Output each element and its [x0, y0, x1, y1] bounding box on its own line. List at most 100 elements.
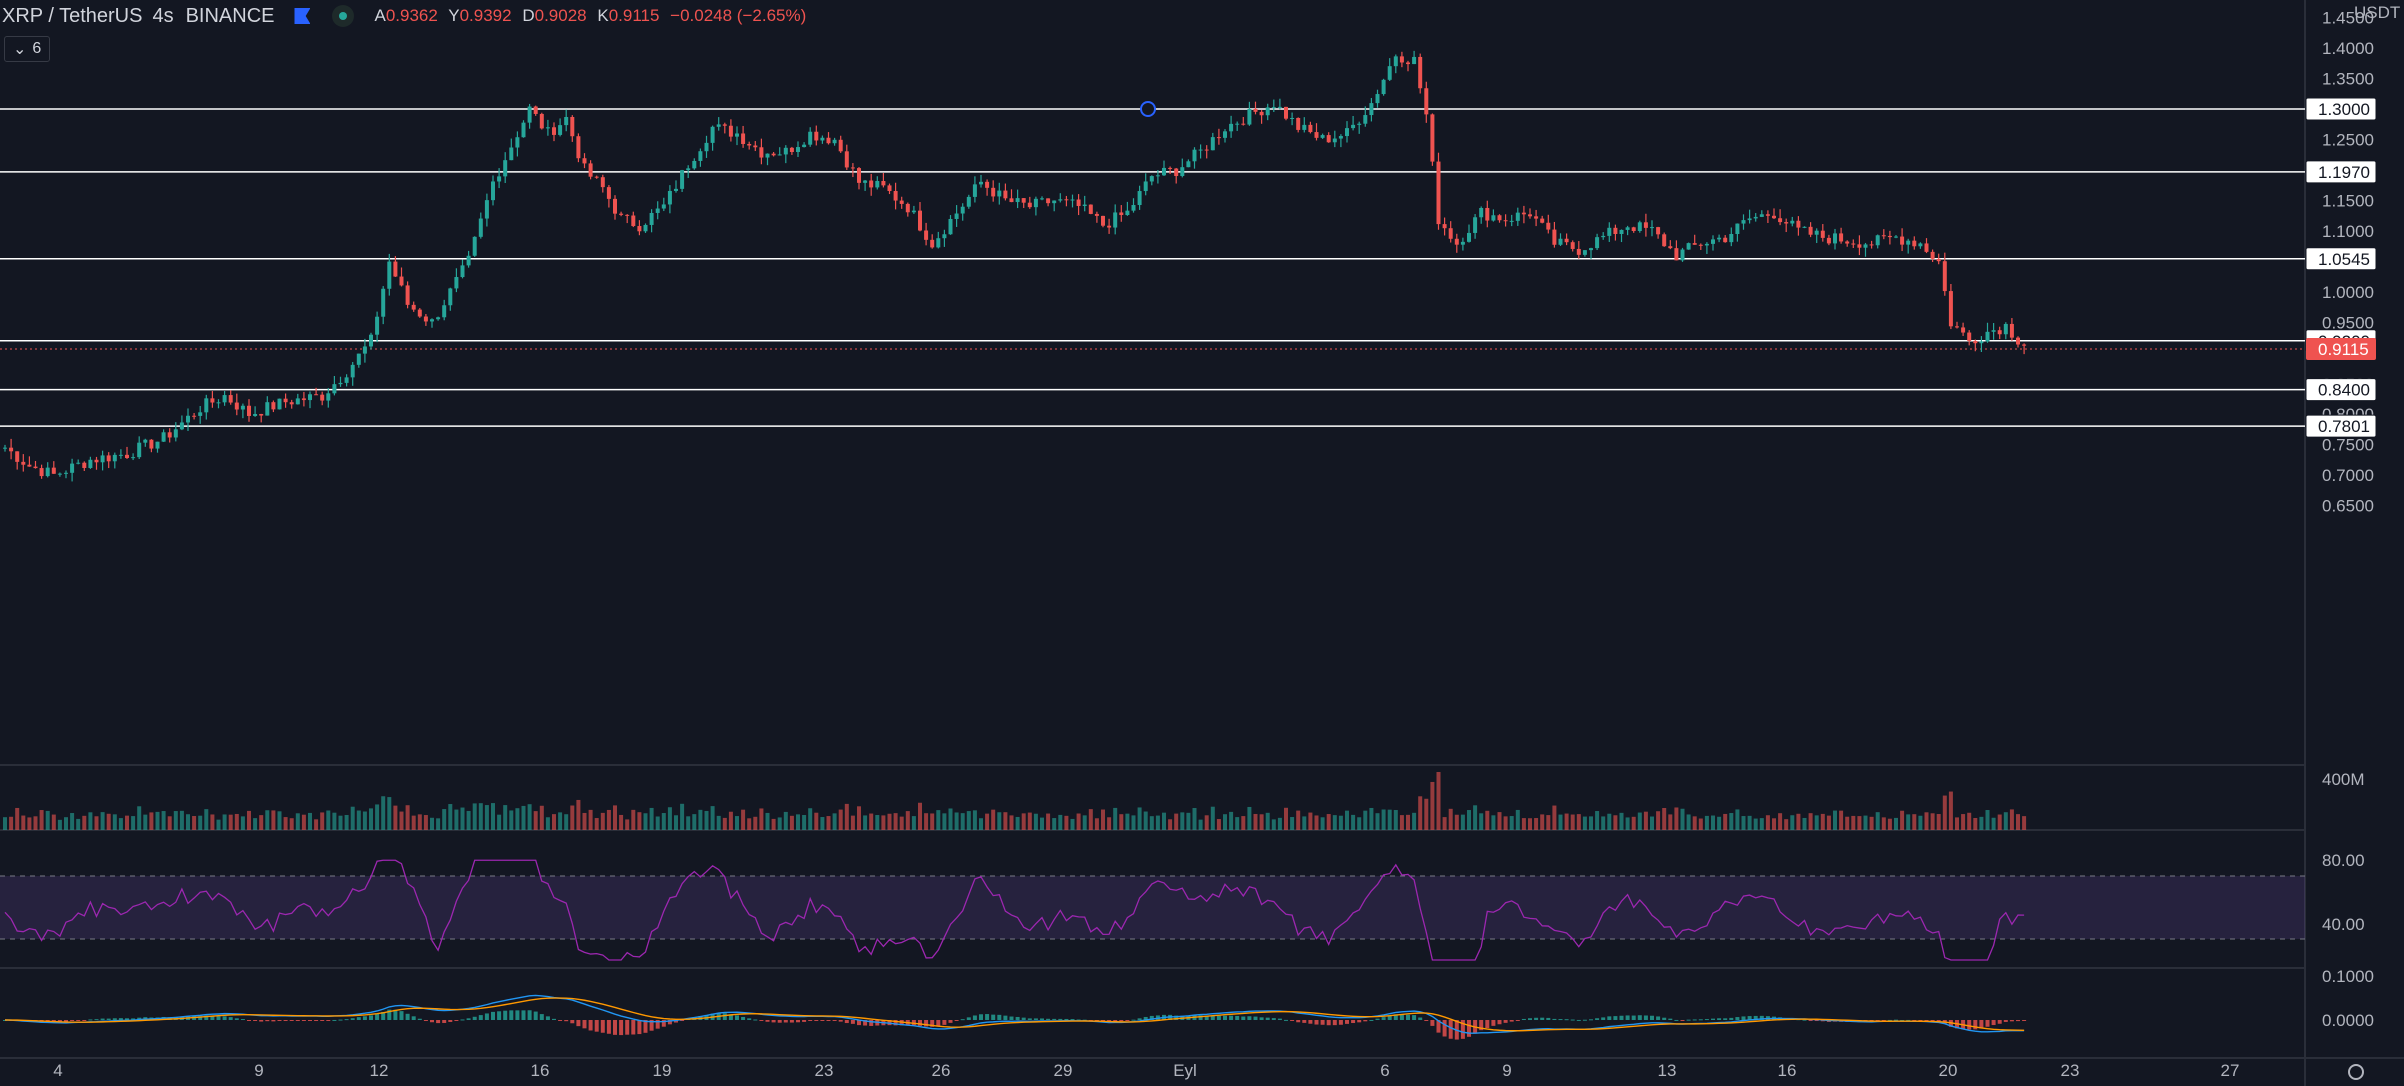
candle [100, 455, 105, 463]
macd-hist-bar [972, 1015, 977, 1020]
volume-bar [1570, 814, 1575, 830]
macd-hist-bar [362, 1016, 367, 1020]
volume-bar [1814, 815, 1819, 830]
macd-hist-bar [1290, 1020, 1295, 1021]
volume-bar [112, 814, 117, 830]
candle [1058, 199, 1063, 201]
volume-bar [832, 813, 837, 830]
candle [399, 276, 404, 286]
candle [1680, 249, 1685, 261]
candle [1509, 220, 1514, 222]
macd-hist-bar [722, 1013, 727, 1020]
interval-label[interactable]: 4s [152, 4, 174, 27]
ohlc-values: A0.9362 Y0.9392 D0.9028 K0.9115 −0.0248 … [374, 6, 812, 26]
macd-hist-bar [1119, 1020, 1124, 1022]
volume-bar [838, 809, 843, 830]
volume-bar [1131, 815, 1136, 830]
candle [1357, 123, 1362, 125]
candle [1497, 215, 1502, 221]
candle [369, 334, 373, 347]
volume-bar [332, 812, 337, 830]
volume-bar [1625, 817, 1630, 830]
volume-bar [582, 812, 587, 830]
volume-bar [491, 803, 495, 830]
volume-bar [1320, 817, 1325, 830]
flag-icon[interactable] [294, 8, 311, 24]
candle [314, 394, 319, 396]
volume-bar [1454, 814, 1459, 830]
candle [1412, 56, 1417, 65]
volume-bar [436, 818, 441, 830]
candle [283, 398, 288, 403]
candle [1113, 212, 1118, 228]
candle [1765, 214, 1770, 216]
candle [1259, 111, 1264, 116]
volume-bar [1094, 818, 1099, 830]
candle [15, 451, 20, 462]
candle [198, 412, 203, 416]
volume-bar [1820, 813, 1825, 830]
volume-bar [869, 813, 874, 830]
macd-hist-bar [1467, 1020, 1471, 1037]
market-status-icon[interactable] [332, 5, 355, 27]
indicator-toggle-button[interactable]: ⌄ 6 [4, 36, 51, 62]
rsi-band [0, 876, 2305, 939]
candle [1253, 108, 1258, 112]
candle [1967, 332, 1972, 341]
volume-bar [1650, 816, 1654, 830]
price-tick-label: 0.9500 [2322, 314, 2374, 333]
volume-bar [1406, 814, 1410, 830]
volume-bar [179, 810, 184, 830]
price-tick-label: 1.1000 [2322, 222, 2374, 241]
macd-hist-bar [1308, 1020, 1313, 1024]
macd-hist-bar [1711, 1018, 1715, 1020]
volume-bar [143, 814, 148, 830]
volume-bar [1064, 815, 1069, 830]
candle [1137, 191, 1142, 206]
candle [1399, 56, 1404, 63]
macd-hist-bar [1680, 1020, 1685, 1021]
candle [1613, 227, 1618, 235]
volume-bar [1613, 815, 1618, 830]
candle [649, 212, 654, 225]
candle [948, 218, 953, 235]
macd-hist-bar [137, 1017, 142, 1020]
macd-hist-bar [301, 1020, 306, 1021]
candle [143, 439, 148, 443]
macd-hist-bar [1381, 1017, 1386, 1020]
macd-hist-bar [1906, 1019, 1911, 1021]
macd-hist-bar [1674, 1019, 1679, 1021]
price-tick-label: 1.1500 [2322, 192, 2374, 211]
volume-bar [2009, 809, 2014, 830]
volume-bar [704, 810, 709, 830]
macd-hist-bar [625, 1020, 630, 1035]
candle [1662, 234, 1667, 247]
candle [1912, 240, 1917, 247]
volume-bar [1259, 814, 1264, 830]
macd-hist-bar [405, 1013, 410, 1020]
candle [985, 181, 990, 188]
macd-hist-bar [1582, 1019, 1587, 1021]
candle [850, 167, 855, 169]
volume-bar [576, 799, 581, 830]
volume-bar [350, 806, 355, 830]
volume-bar [863, 815, 868, 830]
volume-bar [399, 811, 404, 830]
change-value: −0.0248 (−2.65%) [670, 6, 807, 25]
macd-hist-bar [979, 1014, 983, 1020]
symbol-title[interactable]: XRP / TetherUS [2, 4, 143, 27]
volume-bar [1021, 813, 1026, 830]
candle [442, 305, 447, 318]
volume-bar [643, 813, 648, 830]
macd-hist-bar [533, 1011, 538, 1020]
candle [64, 472, 68, 474]
volume-bar [1778, 813, 1783, 830]
volume-bar [1040, 817, 1044, 830]
volume-bar [1381, 809, 1386, 830]
volume-bar [881, 815, 886, 830]
volume-bar [1741, 816, 1746, 830]
candle [338, 382, 343, 385]
macd-hist-bar [960, 1019, 965, 1021]
macd-hist-bar [1692, 1019, 1697, 1021]
